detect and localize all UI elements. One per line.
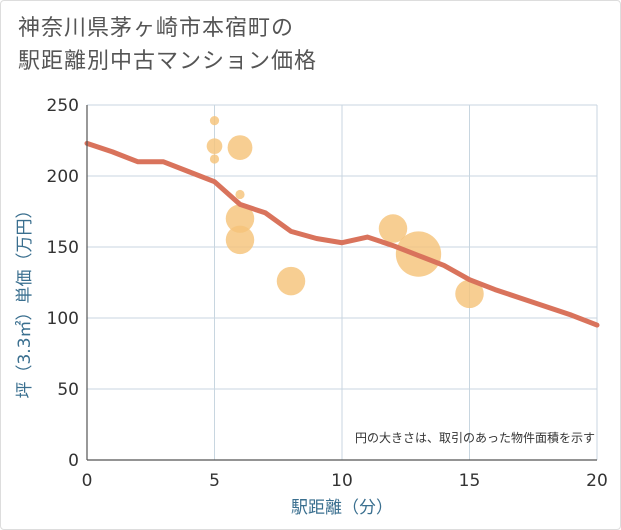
chart-title-line2: 駅距離別中古マンション価格 bbox=[18, 49, 318, 74]
chart-title-line1: 神奈川県茅ヶ崎市本宿町の bbox=[18, 16, 295, 41]
x-tick-label-5: 5 bbox=[209, 471, 220, 491]
y-tick-label-250: 250 bbox=[47, 96, 79, 116]
y-axis-title: 坪（3.3㎡）単価（万円） bbox=[15, 201, 35, 398]
bubble-point bbox=[209, 154, 220, 164]
bubble-point bbox=[455, 279, 484, 309]
bubble-point bbox=[227, 135, 253, 161]
y-tick-label-0: 0 bbox=[68, 451, 79, 471]
bubble-point bbox=[225, 204, 255, 233]
x-axis-title: 駅距離（分） bbox=[291, 498, 393, 518]
y-tick-label-150: 150 bbox=[47, 238, 79, 258]
bubble-size-note: 円の大きさは、取引のあった物件面積を示す bbox=[355, 430, 595, 445]
trend-line-group bbox=[84, 140, 600, 328]
axes: 0 50 100 150 200 250 0 5 10 15 20 bbox=[47, 96, 608, 491]
bubble-point bbox=[209, 116, 220, 126]
x-tick-label-0: 0 bbox=[82, 471, 93, 491]
bubble-point bbox=[276, 266, 306, 296]
bubble-point bbox=[235, 189, 245, 200]
x-tick-label-10: 10 bbox=[331, 471, 353, 491]
x-tick-label-20: 20 bbox=[586, 471, 608, 491]
bubbles bbox=[206, 116, 484, 309]
y-tick-label-50: 50 bbox=[57, 380, 79, 400]
x-tick-label-15: 15 bbox=[459, 471, 481, 491]
chart-title: 神奈川県茅ヶ崎市本宿町の 駅距離別中古マンション価格 bbox=[18, 12, 317, 78]
grid bbox=[86, 104, 598, 461]
y-tick-label-200: 200 bbox=[47, 167, 79, 187]
y-tick-label-100: 100 bbox=[47, 309, 79, 329]
bubble-point bbox=[225, 225, 255, 255]
bubble-point bbox=[378, 214, 408, 243]
bubble-point bbox=[206, 138, 223, 155]
trend-line bbox=[84, 140, 600, 328]
